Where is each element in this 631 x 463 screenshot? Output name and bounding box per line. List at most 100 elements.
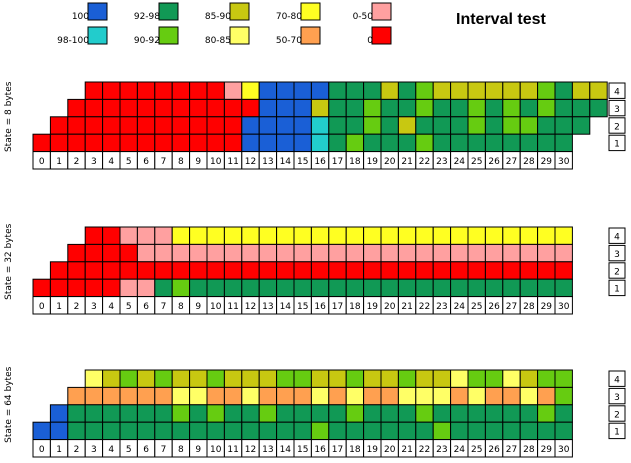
y-tick-label: 4: [614, 233, 620, 243]
x-tick-label: 2: [74, 302, 80, 312]
heatmap-cell: [328, 243, 347, 263]
heatmap-cell: [363, 261, 382, 280]
heatmap-cell: [432, 261, 452, 280]
x-tick-label: 15: [297, 445, 308, 455]
heatmap-cell: [537, 243, 556, 263]
heatmap-cell: [537, 81, 556, 100]
heatmap-cell: [258, 98, 278, 118]
heatmap-cell: [276, 81, 295, 100]
heatmap-cell: [276, 133, 295, 153]
x-tick-label: 1: [56, 157, 62, 167]
heatmap-cell: [136, 98, 156, 118]
heatmap-cell: [276, 404, 295, 423]
heatmap-cell: [328, 404, 347, 423]
x-tick-label: 22: [419, 445, 430, 455]
heatmap-cell: [328, 278, 347, 298]
heatmap-cell: [363, 421, 382, 441]
heatmap-cell: [502, 116, 521, 135]
legend-swatch: [158, 2, 179, 21]
legend-label: 90-92: [134, 36, 160, 46]
x-tick-label: 23: [436, 157, 447, 167]
heatmap-cell: [102, 133, 121, 153]
legend-label: 100: [72, 12, 89, 22]
heatmap-cell: [484, 243, 504, 263]
heatmap-cell: [432, 116, 452, 135]
heatmap-cell: [328, 226, 347, 245]
legend: 100 98-100 92-98 90-92 85-90 80-85 70-80 50-70 0…: [57, 2, 392, 46]
heatmap-cell: [241, 261, 260, 280]
x-tick-label: 23: [436, 302, 447, 312]
x-tick-label: 5: [126, 302, 132, 312]
x-tick-label: 12: [245, 157, 256, 167]
heatmap-cell: [241, 386, 260, 406]
heatmap-cell: [450, 98, 469, 118]
heatmap-cell: [345, 369, 365, 388]
heatmap-cell: [223, 278, 243, 298]
y-tick-label: 2: [614, 122, 620, 132]
heatmap-cell: [554, 404, 573, 423]
x-tick-label: 21: [401, 302, 412, 312]
heatmap-cell: [206, 116, 225, 135]
panel-2: 0 1 2 3 4 5 6 7 8 9 10 11 12 13 14 15 16 17 18 19 20 21 22 23 24…: [4, 223, 626, 315]
heatmap-cell: [189, 278, 208, 298]
heatmap-cell: [276, 369, 295, 388]
x-tick-label: 19: [367, 157, 379, 167]
heatmap-cell: [380, 278, 399, 298]
heatmap-cell: [293, 421, 312, 441]
heatmap-cell: [189, 98, 208, 118]
x-tick-label: 16: [314, 445, 326, 455]
x-tick-label: 5: [126, 157, 132, 167]
x-tick-label: 12: [245, 302, 256, 312]
heatmap-cell: [223, 369, 243, 388]
x-tick-label: 29: [541, 445, 553, 455]
heatmap-cell: [310, 369, 330, 388]
heatmap-cell: [537, 369, 556, 388]
heatmap-cell: [363, 133, 382, 153]
x-tick-label: 2: [74, 157, 80, 167]
x-tick-label: 11: [227, 302, 238, 312]
heatmap-cell: [102, 278, 121, 298]
panel-ylabel: State = 32 bytes: [4, 223, 14, 300]
heatmap-cell: [519, 243, 539, 263]
x-tick-label: 14: [280, 157, 292, 167]
heatmap-cell: [415, 386, 434, 406]
x-tick-label: 7: [161, 445, 167, 455]
heatmap-cell: [310, 116, 330, 135]
legend-label: 80-85: [205, 36, 231, 46]
x-tick-label: 18: [349, 445, 361, 455]
heatmap-cell: [484, 98, 504, 118]
y-tick-label: 4: [614, 88, 620, 98]
x-tick-label: 10: [210, 157, 222, 167]
heatmap-cell: [84, 386, 104, 406]
heatmap-cell: [154, 133, 173, 153]
x-tick-label: 14: [280, 302, 292, 312]
heatmap-cell: [537, 133, 556, 153]
heatmap-cell: [484, 386, 504, 406]
heatmap-cell: [49, 278, 69, 298]
heatmap-cell: [223, 116, 243, 135]
heatmap-cell: [345, 421, 365, 441]
heatmap-cell: [467, 243, 486, 263]
heatmap-cell: [171, 404, 191, 423]
heatmap-cell: [223, 133, 243, 153]
legend-swatch: [229, 2, 250, 21]
legend-label: 50-70: [276, 36, 302, 46]
heatmap-cell: [258, 404, 278, 423]
heatmap-cell: [67, 421, 86, 441]
heatmap-cell: [223, 98, 243, 118]
heatmap-cell: [450, 386, 469, 406]
heatmap-cell: [206, 226, 225, 245]
x-tick-box: [554, 151, 573, 170]
heatmap-cell: [502, 404, 521, 423]
heatmap-cell: [450, 261, 469, 280]
x-tick-label: 9: [195, 157, 201, 167]
heatmap-cell: [119, 243, 138, 263]
heatmap-cell: [432, 386, 452, 406]
heatmap-cell: [241, 116, 260, 135]
heatmap-cell: [136, 133, 156, 153]
heatmap-cell: [537, 386, 556, 406]
x-tick-label: 18: [349, 302, 361, 312]
y-tick-label: 3: [614, 105, 620, 115]
heatmap-cell: [484, 421, 504, 441]
panels: 0 1 2 3 4 5 6 7 8 9 10 11 12 13 14 15 16 17 18 19 20 21 22 23 24…: [4, 81, 626, 458]
